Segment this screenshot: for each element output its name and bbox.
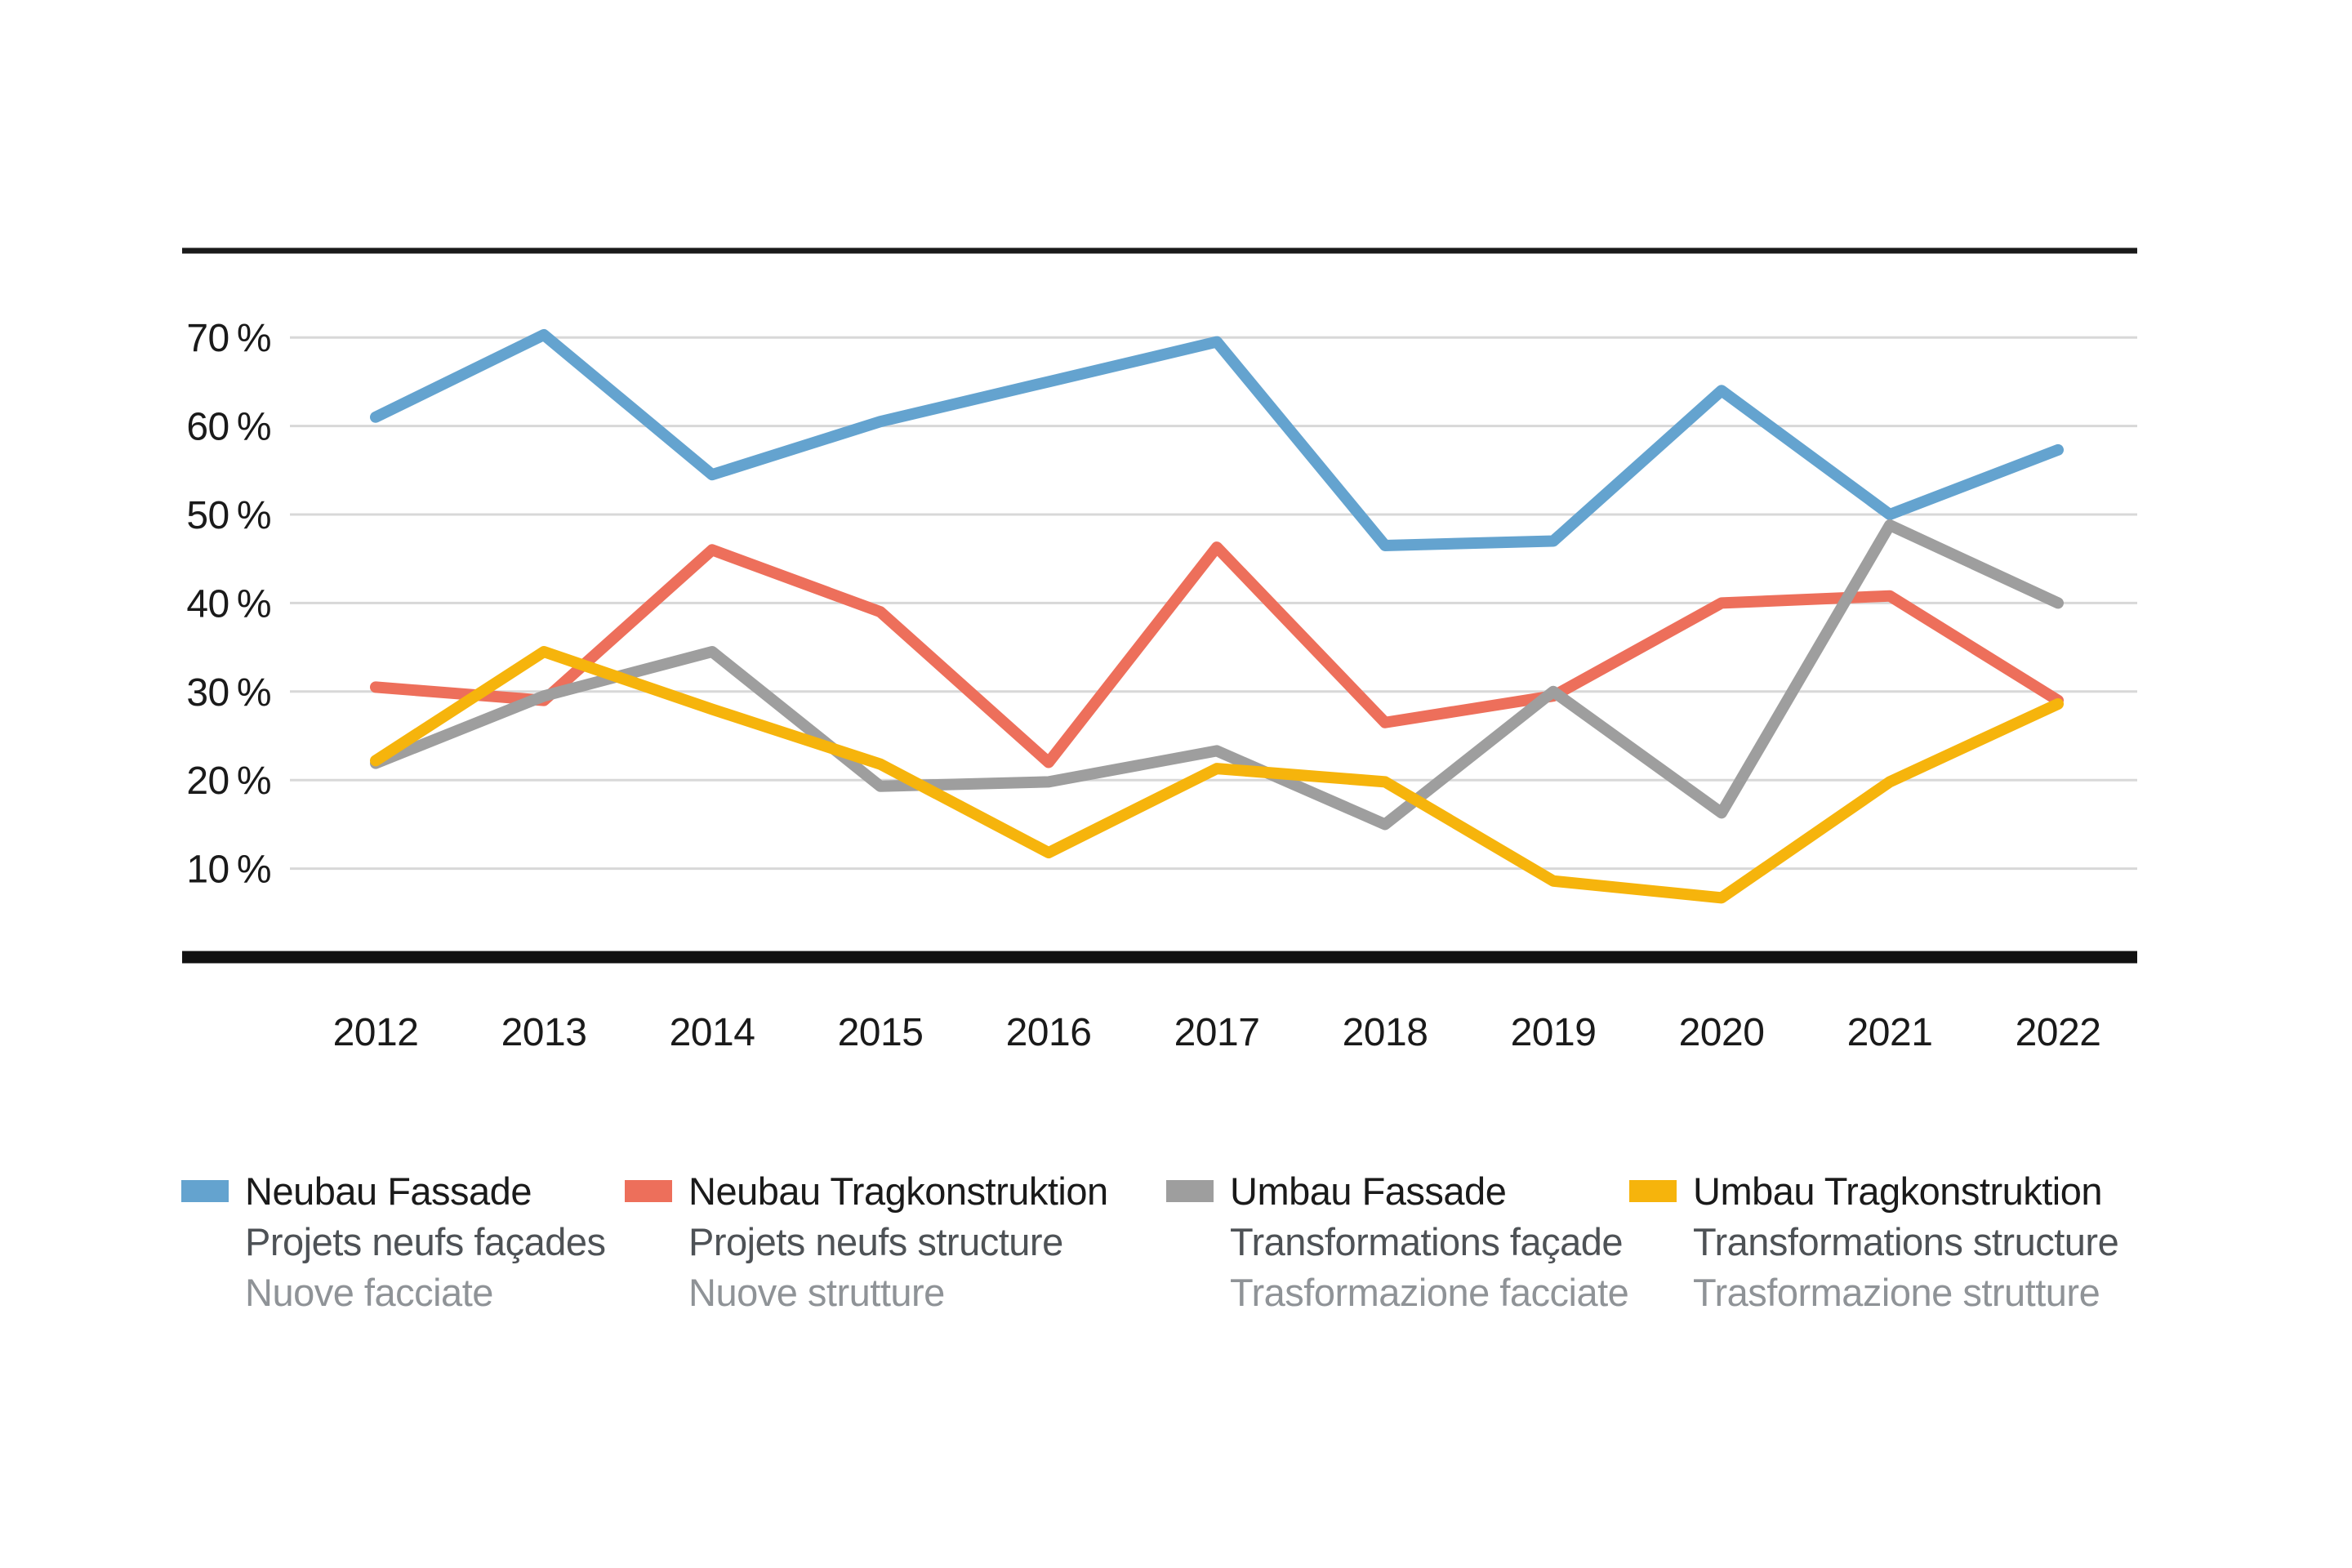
- x-tick-label: 2015: [838, 1011, 924, 1054]
- y-tick-label: 60 %: [186, 406, 271, 449]
- legend-label-fr: Projets neufs façades: [245, 1220, 606, 1263]
- x-tick-label: 2013: [501, 1011, 587, 1054]
- x-tick-label: 2014: [670, 1011, 755, 1054]
- legend-label-fr: Transformations structure: [1693, 1220, 2119, 1263]
- series-line-umbau-fassade: [370, 519, 2064, 831]
- x-tick-label: 2020: [1679, 1011, 1765, 1054]
- x-tick-label: 2017: [1174, 1011, 1260, 1054]
- y-tick-label: 50 %: [186, 494, 271, 537]
- series-line-neubau-fassade: [370, 328, 2064, 551]
- series-line-umbau-tragkonstruktion: [370, 646, 2064, 904]
- x-tick-label: 2022: [2016, 1011, 2101, 1054]
- legend-item-neubau-tragkonstruktion: Neubau Tragkonstruktion Projets neufs st…: [625, 1166, 1108, 1318]
- legend-label-de: Neubau Tragkonstruktion: [688, 1169, 1108, 1213]
- legend-item-umbau-fassade: Umbau Fassade Transformations façade Tra…: [1166, 1166, 1629, 1318]
- x-tick-label: 2019: [1511, 1011, 1597, 1054]
- x-tick-label: 2021: [1847, 1011, 1933, 1054]
- legend-label-it: Trasformazione strutture: [1693, 1271, 2100, 1314]
- legend-swatch-yellow: [1629, 1180, 1677, 1202]
- x-tick-label: 2016: [1006, 1011, 1092, 1054]
- y-tick-label: 20 %: [186, 760, 271, 803]
- x-tick-label: 2012: [333, 1011, 419, 1054]
- legend-label-de: Umbau Tragkonstruktion: [1693, 1169, 2103, 1213]
- x-tick-label: 2018: [1343, 1011, 1428, 1054]
- y-tick-label: 40 %: [186, 582, 271, 626]
- legend-item-neubau-fassade: Neubau Fassade Projets neufs façades Nuo…: [181, 1166, 606, 1318]
- legend-label-de: Umbau Fassade: [1230, 1169, 1507, 1213]
- legend-label-de: Neubau Fassade: [245, 1169, 532, 1213]
- y-tick-label: 10 %: [186, 849, 271, 892]
- legend-label-it: Nuove facciate: [245, 1271, 493, 1314]
- legend-swatch-blue: [181, 1180, 229, 1202]
- legend-label-it: Nuove strutture: [688, 1271, 945, 1314]
- legend-swatch-gray: [1166, 1180, 1214, 1202]
- y-tick-label: 30 %: [186, 671, 271, 715]
- legend-label-it: Trasformazione facciate: [1230, 1271, 1629, 1314]
- series-line-neubau-tragkonstruktion: [370, 541, 2064, 768]
- legend-swatch-red: [625, 1180, 672, 1202]
- y-tick-label: 70 %: [186, 317, 271, 360]
- legend-item-umbau-tragkonstruktion: Umbau Tragkonstruktion Transformations s…: [1629, 1166, 2119, 1318]
- legend-label-fr: Projets neufs structure: [688, 1220, 1063, 1263]
- legend-label-fr: Transformations façade: [1230, 1220, 1624, 1263]
